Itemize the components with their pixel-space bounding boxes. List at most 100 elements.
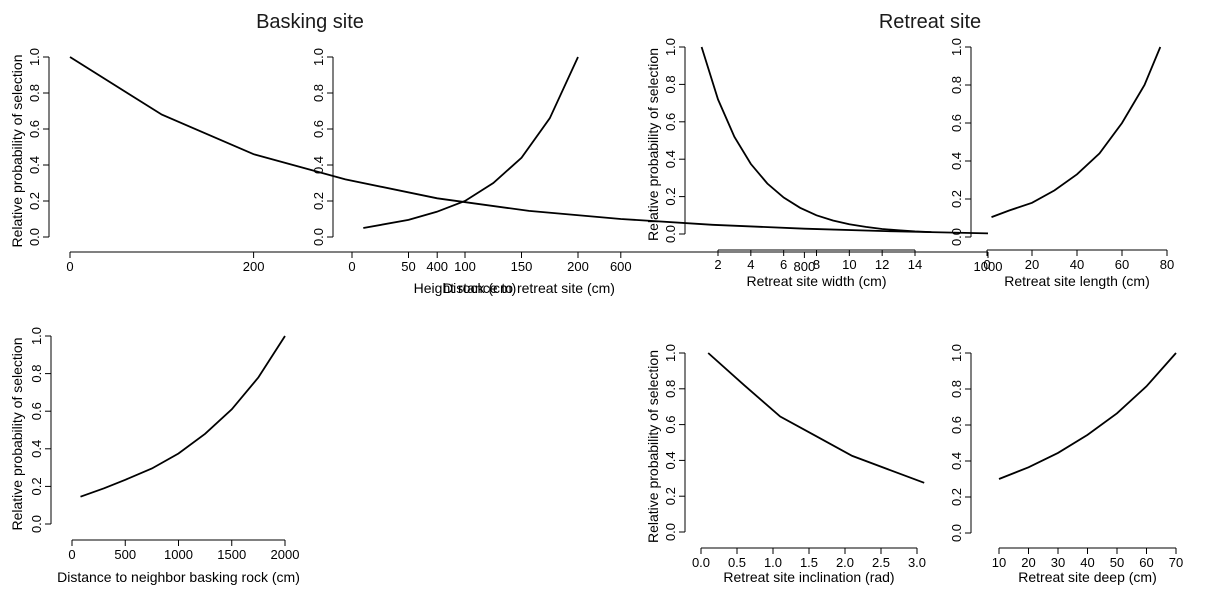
x-tick-label: 1000 [974, 259, 1003, 274]
y-tick-label: 0.8 [949, 380, 964, 398]
y-tick-label: 0.2 [663, 188, 678, 206]
x-tick-label: 3.0 [908, 555, 926, 570]
x-tick-label: 1.0 [764, 555, 782, 570]
x-tick-label: 6 [780, 257, 787, 272]
y-axis-label: Relative probability of selection [9, 55, 25, 248]
y-tick-label: 0.8 [29, 365, 44, 383]
y-axis-label: Relative probability of selection [645, 48, 661, 241]
x-tick-label: 50 [401, 259, 415, 274]
basking-site-title: Basking site [256, 11, 364, 33]
chart-panel: 0.0 0.2 0.4 0.6 0.8 1.0 10 20 30 40 50 60 70 Retreat … [949, 344, 1183, 585]
y-tick-label: 1.0 [949, 344, 964, 362]
x-axis-label: Retreat site inclination (rad) [723, 569, 894, 585]
x-tick-label: 200 [567, 259, 589, 274]
x-tick-label: 70 [1169, 555, 1183, 570]
x-tick-label: 60 [1139, 555, 1153, 570]
y-tick-label: 0.8 [27, 84, 42, 102]
x-tick-label: 20 [1025, 257, 1039, 272]
x-tick-label: 150 [511, 259, 533, 274]
y-tick-label: 0.2 [663, 487, 678, 505]
y-tick-label: 0.6 [29, 402, 44, 420]
y-tick-label: 0.6 [311, 120, 326, 138]
series-line [69, 56, 989, 235]
x-axis-label: Retreat site deep (cm) [1018, 569, 1157, 585]
x-tick-label: 0 [983, 257, 990, 272]
y-tick-label: 0.2 [29, 477, 44, 495]
y-tick-label: 1.0 [663, 344, 678, 362]
y-tick-label: 0.2 [27, 192, 42, 210]
y-axis-label: Relative probability of selection [9, 338, 25, 531]
y-tick-label: 0.4 [663, 150, 678, 168]
y-tick-label: 0.8 [663, 75, 678, 93]
y-tick-label: 0.6 [949, 114, 964, 132]
x-tick-label: 0.5 [728, 555, 746, 570]
x-tick-label: 14 [908, 257, 922, 272]
x-tick-label: 2.5 [872, 555, 890, 570]
x-axis-label: Retreat site length (cm) [1004, 273, 1150, 289]
y-tick-label: 0.2 [311, 192, 326, 210]
y-tick-label: 0.8 [663, 380, 678, 398]
x-tick-label: 4 [747, 257, 754, 272]
y-tick-label: 0.4 [949, 452, 964, 470]
y-tick-label: 0.4 [949, 152, 964, 170]
panels: 0.00.20.40.60.81.00 200 400 600 800 1000Dista… [9, 38, 1183, 585]
y-tick-label: 0.8 [949, 76, 964, 94]
x-tick-label: 10 [842, 257, 856, 272]
x-tick-label: 1.5 [800, 555, 818, 570]
x-tick-label: 20 [1021, 555, 1035, 570]
x-tick-label: 200 [243, 259, 265, 274]
y-tick-label: 0.6 [949, 416, 964, 434]
x-axis-label: Distance to neighbor basking rock (cm) [57, 569, 300, 585]
x-axis-label: Distance to retreat site (cm) [443, 280, 615, 296]
y-tick-label: 0.0 [663, 523, 678, 541]
x-tick-label: 1500 [217, 547, 246, 562]
x-tick-label: 400 [426, 259, 448, 274]
y-tick-label: 0.4 [27, 156, 42, 174]
chart-panel: 0.0 0.2 0.4 0.6 0.8 1.0 0.0 0.5 1.0 1.5 2.0 2.5 3.0 R… [645, 344, 926, 585]
y-axis-label: Relative probability of selection [645, 350, 661, 543]
x-tick-label: 12 [875, 257, 889, 272]
y-tick-label: 0.6 [27, 120, 42, 138]
y-tick-label: 0.4 [311, 156, 326, 174]
x-tick-label: 30 [1051, 555, 1065, 570]
series-line [707, 352, 925, 484]
x-tick-label: 2000 [271, 547, 300, 562]
x-tick-label: 600 [610, 259, 632, 274]
y-tick-label: 0.2 [949, 488, 964, 506]
x-tick-label: 100 [454, 259, 476, 274]
x-tick-label: 40 [1080, 555, 1094, 570]
x-tick-label: 2 [714, 257, 721, 272]
chart-panel: 0.0 0.2 0.4 0.6 0.8 1.0 0 50 100 150 200 Height roc… [311, 48, 589, 296]
y-tick-label: 0.6 [663, 113, 678, 131]
y-tick-label: 0.4 [29, 440, 44, 458]
x-tick-label: 0.0 [692, 555, 710, 570]
y-tick-label: 1.0 [29, 327, 44, 345]
y-tick-label: 0.0 [949, 228, 964, 246]
y-tick-label: 0.6 [663, 416, 678, 434]
x-tick-label: 0 [348, 259, 355, 274]
series-line [700, 46, 932, 233]
x-tick-label: 80 [1160, 257, 1174, 272]
x-tick-label: 800 [794, 259, 816, 274]
x-axis-label: Retreat site width (cm) [746, 273, 886, 289]
x-tick-label: 2.0 [836, 555, 854, 570]
y-tick-label: 0.8 [311, 84, 326, 102]
y-tick-label: 0.4 [663, 451, 678, 469]
x-tick-label: 8 [813, 257, 820, 272]
x-tick-label: 0 [66, 259, 73, 274]
x-tick-label: 50 [1110, 555, 1124, 570]
retreat-site-title: Retreat site [879, 11, 981, 33]
series-line [998, 352, 1177, 480]
y-tick-label: 0.0 [27, 228, 42, 246]
x-tick-label: 40 [1070, 257, 1084, 272]
y-tick-label: 1.0 [311, 48, 326, 66]
x-tick-label: 60 [1115, 257, 1129, 272]
series-line [363, 56, 579, 229]
chart-panel: 0.0 0.2 0.4 0.6 0.8 1.0 0 20 40 60 80 Retreat site … [949, 38, 1174, 289]
y-tick-label: 1.0 [949, 38, 964, 56]
y-tick-label: 1.0 [663, 38, 678, 56]
y-tick-label: 1.0 [27, 48, 42, 66]
x-tick-label: 500 [114, 547, 136, 562]
y-tick-label: 0.0 [29, 515, 44, 533]
